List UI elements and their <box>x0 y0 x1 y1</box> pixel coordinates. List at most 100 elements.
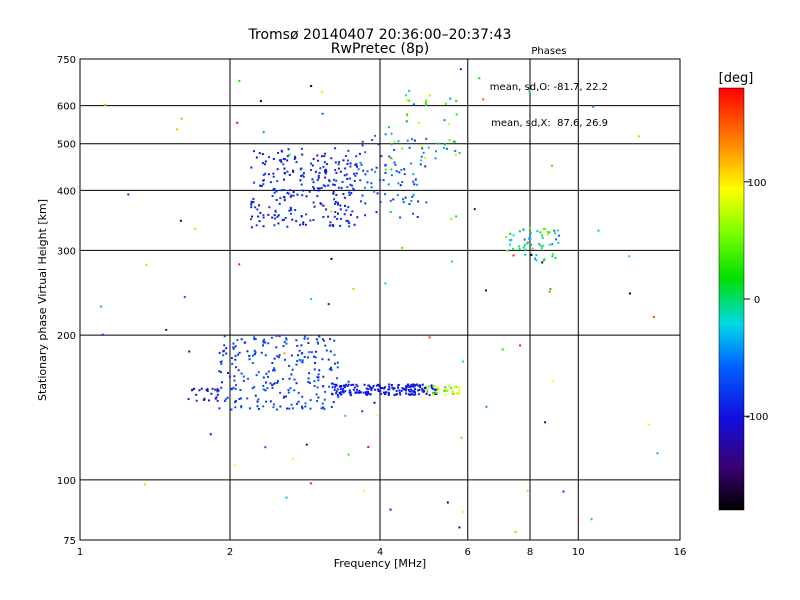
data-point <box>397 140 400 143</box>
data-point <box>233 464 236 467</box>
data-point <box>187 398 190 401</box>
data-point <box>393 140 396 143</box>
data-point <box>409 390 412 393</box>
data-point <box>282 163 285 166</box>
data-point <box>542 244 545 247</box>
data-point <box>194 227 197 230</box>
data-point <box>377 390 380 393</box>
data-point <box>518 230 521 233</box>
data-point <box>407 393 410 396</box>
data-point <box>316 376 319 379</box>
data-point <box>258 152 261 155</box>
data-point <box>317 174 320 177</box>
data-point <box>358 389 361 392</box>
data-point <box>396 194 399 197</box>
data-point <box>405 99 408 102</box>
data-point <box>249 407 252 410</box>
data-point <box>250 166 253 169</box>
data-point <box>452 389 455 392</box>
data-point <box>289 189 292 192</box>
data-point <box>296 354 299 357</box>
data-point <box>414 178 417 181</box>
data-point <box>355 172 358 175</box>
data-point <box>287 391 290 394</box>
data-point <box>419 163 422 166</box>
data-point <box>322 385 325 388</box>
data-point <box>435 150 438 153</box>
data-point <box>323 408 326 411</box>
data-point <box>346 177 349 180</box>
data-point <box>327 184 330 187</box>
data-point <box>282 195 285 198</box>
data-point <box>288 153 291 156</box>
data-point <box>314 362 317 365</box>
data-point <box>531 247 534 250</box>
data-point <box>364 151 367 154</box>
data-point <box>424 387 427 390</box>
data-point <box>344 383 347 386</box>
x-tick-labels: 1 2 4 6 8 10 16 <box>77 547 687 558</box>
data-point <box>383 391 386 394</box>
data-point <box>211 387 214 390</box>
data-point <box>403 173 406 176</box>
data-point <box>323 155 326 158</box>
data-point <box>308 381 311 384</box>
data-point <box>425 201 428 204</box>
data-point <box>285 338 288 341</box>
data-point <box>551 243 554 246</box>
data-point <box>228 375 231 378</box>
data-point <box>407 383 410 386</box>
data-point <box>329 350 332 353</box>
data-point <box>310 162 313 165</box>
data-point <box>339 388 342 391</box>
data-point <box>191 389 194 392</box>
data-point <box>338 391 341 394</box>
data-point <box>388 385 391 388</box>
data-point <box>323 398 326 401</box>
data-point <box>376 192 379 195</box>
data-point <box>267 370 270 373</box>
data-point <box>461 511 464 514</box>
data-point <box>423 156 426 159</box>
data-point <box>327 215 330 218</box>
data-point <box>597 229 600 232</box>
data-point <box>444 387 447 390</box>
data-point <box>273 367 276 370</box>
data-point <box>293 157 296 160</box>
data-point <box>311 178 314 181</box>
data-point <box>232 347 235 350</box>
data-point <box>339 224 342 227</box>
data-point <box>287 388 290 391</box>
data-point <box>408 99 411 102</box>
data-point <box>332 190 335 193</box>
x-tick-label: 8 <box>527 547 533 558</box>
data-point <box>272 369 275 372</box>
data-point <box>453 140 456 143</box>
data-point <box>306 337 309 340</box>
data-point <box>310 298 313 301</box>
data-point <box>457 392 460 395</box>
data-point <box>255 156 258 159</box>
data-point <box>428 394 431 397</box>
data-point <box>388 383 391 386</box>
data-point <box>408 386 411 389</box>
data-point <box>401 147 404 150</box>
data-point <box>307 341 310 344</box>
data-point <box>259 100 262 103</box>
data-point <box>193 387 196 390</box>
data-point <box>195 399 198 402</box>
data-point <box>555 238 558 241</box>
data-point <box>301 351 304 354</box>
data-point <box>393 394 396 397</box>
data-point <box>238 263 241 266</box>
data-point <box>305 443 308 446</box>
phase-stats: Phases mean, sd,O: -81.7, 22.2 mean, sd,… <box>490 22 608 142</box>
data-point <box>437 386 440 389</box>
data-point <box>312 355 315 358</box>
data-point <box>279 197 282 200</box>
data-point <box>264 341 267 344</box>
data-point <box>195 393 198 396</box>
data-point <box>339 208 342 211</box>
data-point <box>330 368 333 371</box>
data-point <box>365 387 368 390</box>
